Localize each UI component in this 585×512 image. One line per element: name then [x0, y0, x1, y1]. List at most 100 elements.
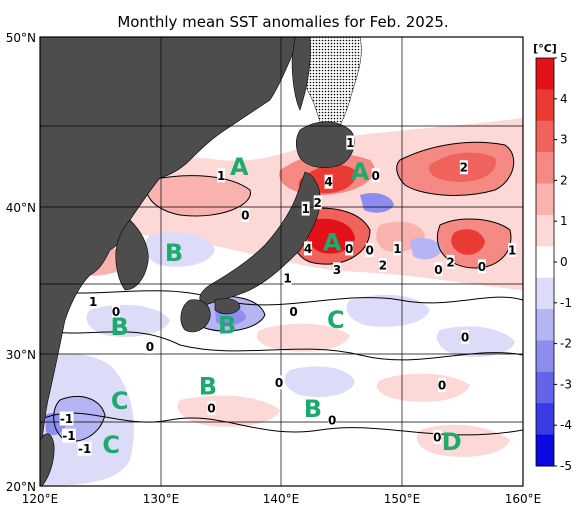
colorbar-tick-label: 3 [560, 133, 568, 147]
contour-label: 0 [434, 262, 443, 277]
contour-label-text: -1 [62, 429, 75, 443]
colorbar-swatch [536, 214, 554, 247]
contour-label-background [301, 201, 310, 216]
contour-label: 1 [346, 135, 355, 150]
colorbar-tick-label: 1 [560, 214, 568, 228]
contour-label-background [459, 160, 468, 175]
contour-label-background [283, 271, 292, 286]
contour-label-background [365, 242, 374, 257]
lat-lon-grid [40, 37, 523, 486]
contour-label-background [304, 241, 313, 256]
contour-label-background [438, 378, 447, 393]
contour-label: 0 [241, 207, 250, 222]
colorbar-swatch [536, 89, 554, 122]
colorbar-swatches [536, 58, 554, 467]
map-frame [39, 36, 524, 487]
contour-label-text: 1 [283, 272, 291, 286]
contour-label: 0 [365, 242, 374, 257]
contour-label: 0 [275, 375, 283, 390]
contour-label-text: 0 [146, 340, 154, 354]
contour-label-background [345, 241, 354, 256]
contour-label: 2 [314, 195, 322, 210]
colorbar-tick-label: -5 [560, 459, 572, 473]
contour-label: 0 [478, 259, 486, 274]
contour-label-text: 4 [324, 175, 332, 189]
contour-label-background [508, 242, 517, 257]
contour-label-background [77, 441, 92, 456]
contour-label: -1 [77, 441, 92, 456]
lat-axis: 50°N 40°N 30°N 20°N [6, 31, 36, 494]
contour-label-background [241, 207, 250, 222]
contour-label-text: 0 [207, 401, 215, 415]
contour-label-text: 0 [434, 263, 442, 277]
region-label: B [304, 395, 322, 423]
colorbar-tick-label: 5 [560, 51, 568, 65]
contour-label-text: 0 [372, 169, 380, 183]
contour-label-background [89, 294, 98, 309]
region-label: A [323, 228, 342, 256]
colorbar-tick-label: -1 [560, 296, 572, 310]
colorbar-swatch [536, 340, 554, 373]
contour-label-text: 1 [217, 169, 225, 183]
lon-tick-label: 140°E [263, 492, 300, 506]
contour-label-background [433, 429, 442, 444]
contour-label-text: -1 [60, 412, 73, 426]
lat-tick-label: 30°N [6, 348, 36, 362]
contour-label-background [378, 257, 387, 272]
region-label: C [111, 387, 129, 415]
contour-label-background [434, 262, 443, 277]
contour-label: 0 [461, 329, 469, 344]
colorbar-unit: [°C] [533, 42, 557, 55]
contour-label: 0 [289, 304, 298, 319]
contour-label-text: 0 [365, 243, 373, 257]
colorbar-tick-label: 2 [560, 173, 568, 187]
region-label: A [230, 153, 249, 181]
region-label: C [102, 431, 120, 459]
contour-label-text: 2 [314, 196, 322, 210]
contour-label: 1 [393, 241, 402, 256]
contour-label-background [446, 254, 455, 269]
contour-label: 4 [304, 241, 312, 256]
contour-label-background [328, 412, 337, 427]
contour-label-text: -1 [78, 442, 91, 456]
contour-label-background [333, 262, 342, 277]
colorbar-swatch [536, 120, 554, 153]
contour-label-background [393, 241, 402, 256]
contour-label-text: 0 [438, 379, 446, 393]
contour-label-background [346, 135, 355, 150]
contour-label-background [59, 411, 74, 426]
contour-label-text: 0 [328, 413, 336, 427]
colorbar-swatch [536, 403, 554, 436]
lat-tick-label: 50°N [6, 31, 36, 45]
contour-label-text: 1 [89, 295, 97, 309]
cold-anomaly-areas [40, 193, 515, 486]
contour-label-text: 0 [345, 242, 353, 256]
contour-lines [40, 141, 523, 442]
contour-label-background [371, 168, 380, 183]
lat-tick-label: 40°N [6, 201, 36, 215]
contour-label: 3 [333, 262, 341, 277]
contour-label-text: 3 [333, 263, 341, 277]
colorbar-swatch [536, 183, 554, 216]
region-label: B [165, 239, 183, 267]
contour-label-background [217, 168, 226, 183]
lon-tick-label: 130°E [143, 492, 180, 506]
contour-label: 0 [345, 241, 353, 256]
contour-label-background [275, 375, 284, 390]
contour-label: -1 [59, 411, 74, 426]
region-label: D [442, 428, 462, 456]
lon-tick-label: 160°E [505, 492, 542, 506]
contour-label-text: 2 [446, 255, 454, 269]
contour-label-text: 4 [304, 242, 312, 256]
colorbar-tick-label: 0 [560, 255, 568, 269]
region-label: C [327, 306, 345, 334]
lat-tick-label: 20°N [6, 480, 36, 494]
contour-label: 1 [508, 242, 517, 257]
contour-label-text: 0 [478, 260, 486, 274]
colorbar-swatch [536, 246, 554, 279]
contour-label: 1 [301, 201, 310, 216]
